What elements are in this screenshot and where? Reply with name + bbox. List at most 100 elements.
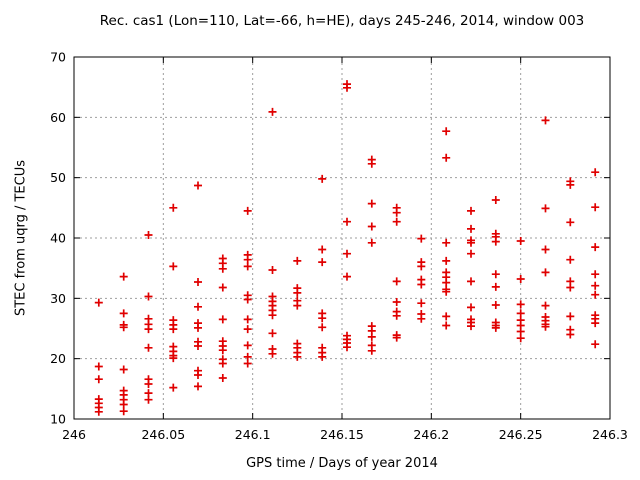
- data-point-marker: [194, 382, 202, 391]
- data-point-marker: [268, 349, 277, 358]
- data-point-marker: [318, 258, 327, 267]
- data-point-marker: [442, 153, 451, 162]
- data-point-marker: [218, 264, 227, 273]
- data-point-marker: [541, 322, 550, 331]
- data-point-marker: [467, 322, 475, 331]
- data-point-marker: [566, 180, 575, 189]
- data-point-marker: [318, 323, 327, 332]
- data-point-marker: [516, 334, 525, 343]
- data-point-marker: [94, 362, 103, 371]
- data-point-marker: [566, 312, 575, 321]
- x-tick-label: 246: [62, 427, 86, 442]
- data-point-marker: [119, 400, 128, 409]
- y-tick-label: 30: [50, 291, 66, 306]
- data-point-marker: [268, 107, 277, 116]
- data-point-marker: [417, 314, 426, 323]
- y-tick-label: 70: [50, 50, 66, 65]
- data-point-marker: [591, 340, 600, 349]
- data-point-marker: [343, 83, 351, 92]
- data-point-marker: [541, 204, 550, 213]
- data-point-marker: [417, 280, 426, 289]
- data-point-marker: [293, 288, 302, 297]
- x-tick-label: 246.25: [499, 427, 543, 442]
- y-tick-label: 60: [50, 110, 66, 125]
- data-point-marker: [243, 295, 252, 304]
- data-point-marker: [467, 224, 475, 233]
- data-point-marker: [243, 206, 252, 215]
- data-point-marker: [94, 375, 103, 384]
- data-point-marker: [566, 330, 575, 339]
- data-point-marker: [268, 266, 277, 274]
- data-point-marker: [392, 208, 401, 217]
- data-point-marker: [343, 217, 351, 226]
- data-point-marker: [367, 222, 376, 231]
- data-point-marker: [367, 332, 376, 341]
- data-point-marker: [591, 281, 600, 290]
- data-point-marker: [144, 292, 153, 301]
- data-point-marker: [318, 174, 327, 183]
- data-point-marker: [442, 256, 451, 265]
- data-point-marker: [541, 268, 550, 277]
- data-point-marker: [194, 278, 202, 286]
- data-point-marker: [392, 217, 401, 226]
- data-point-marker: [218, 374, 227, 382]
- data-point-marker: [467, 249, 475, 258]
- data-point-marker: [218, 283, 227, 292]
- data-point-marker: [591, 319, 600, 328]
- data-point-marker: [591, 290, 600, 299]
- data-point-marker: [268, 311, 277, 320]
- data-point-marker: [516, 309, 525, 318]
- data-point-marker: [268, 329, 277, 338]
- data-point-marker: [367, 238, 376, 247]
- data-point-marker: [591, 168, 600, 177]
- data-point-marker: [591, 243, 600, 252]
- data-point-marker: [194, 342, 202, 350]
- data-point-marker: [318, 245, 327, 254]
- data-point-marker: [318, 314, 327, 323]
- data-point-marker: [442, 312, 451, 321]
- y-tick-label: 10: [50, 412, 66, 427]
- data-point-marker: [194, 302, 202, 311]
- data-point-marker: [491, 301, 500, 309]
- data-point-marker: [243, 262, 252, 271]
- data-point-marker: [467, 238, 475, 247]
- data-point-marker: [516, 275, 525, 283]
- data-point-marker: [442, 278, 451, 287]
- data-point-marker: [144, 395, 153, 404]
- data-point-marker: [169, 383, 178, 392]
- data-point-marker: [467, 303, 475, 312]
- data-point-marker: [293, 301, 302, 310]
- data-point-marker: [392, 311, 401, 320]
- data-point-marker: [442, 127, 451, 136]
- data-point-marker: [243, 255, 252, 264]
- data-point-marker: [491, 323, 500, 332]
- data-point-marker: [119, 365, 128, 374]
- data-point-marker: [169, 203, 178, 212]
- data-point-marker: [194, 323, 202, 332]
- y-tick-label: 50: [50, 170, 66, 185]
- data-point-marker: [343, 249, 351, 258]
- data-point-marker: [392, 277, 401, 286]
- data-point-marker: [343, 272, 351, 281]
- data-point-marker: [417, 262, 426, 271]
- data-point-marker: [591, 203, 600, 212]
- data-point-marker: [516, 237, 525, 245]
- x-tick-label: 246.2: [413, 427, 449, 442]
- data-point-marker: [442, 287, 451, 296]
- data-point-marker: [442, 238, 451, 247]
- plot-border: [73, 56, 611, 420]
- data-point-marker: [194, 371, 202, 379]
- data-point-marker: [467, 206, 475, 215]
- x-tick-label: 246.3: [592, 427, 628, 442]
- x-tick-label: 246.1: [235, 427, 271, 442]
- data-point-marker: [94, 407, 103, 416]
- data-point-marker: [541, 301, 550, 310]
- data-point-marker: [243, 359, 252, 368]
- data-point-marker: [491, 270, 500, 279]
- y-tick-label: 20: [50, 351, 66, 366]
- data-point-marker: [491, 282, 500, 291]
- data-point-marker: [119, 309, 128, 318]
- data-point-marker: [491, 237, 500, 246]
- data-point-marker: [194, 181, 202, 190]
